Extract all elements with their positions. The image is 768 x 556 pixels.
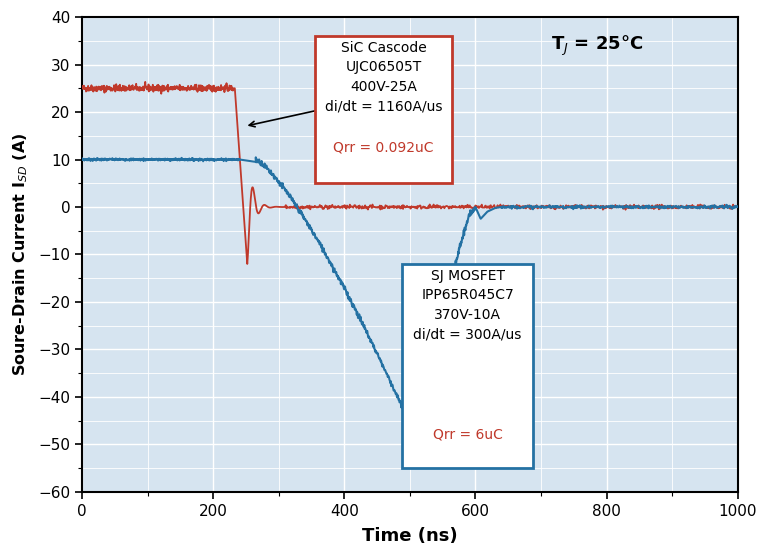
Y-axis label: Soure-Drain Current I$_{SD}$ (A): Soure-Drain Current I$_{SD}$ (A) [11, 133, 30, 376]
FancyBboxPatch shape [402, 264, 533, 468]
FancyBboxPatch shape [315, 36, 452, 183]
X-axis label: Time (ns): Time (ns) [362, 527, 458, 545]
Text: T$_J$ = 25°C: T$_J$ = 25°C [551, 34, 643, 58]
Text: SiC Cascode
UJC06505T
400V-25A
di/dt = 1160A/us: SiC Cascode UJC06505T 400V-25A di/dt = 1… [325, 41, 442, 113]
Text: SJ MOSFET
IPP65R045C7
370V-10A
di/dt = 300A/us: SJ MOSFET IPP65R045C7 370V-10A di/dt = 3… [413, 269, 521, 341]
Text: Qrr = 6uC: Qrr = 6uC [432, 428, 502, 442]
Text: Qrr = 0.092uC: Qrr = 0.092uC [333, 141, 434, 155]
